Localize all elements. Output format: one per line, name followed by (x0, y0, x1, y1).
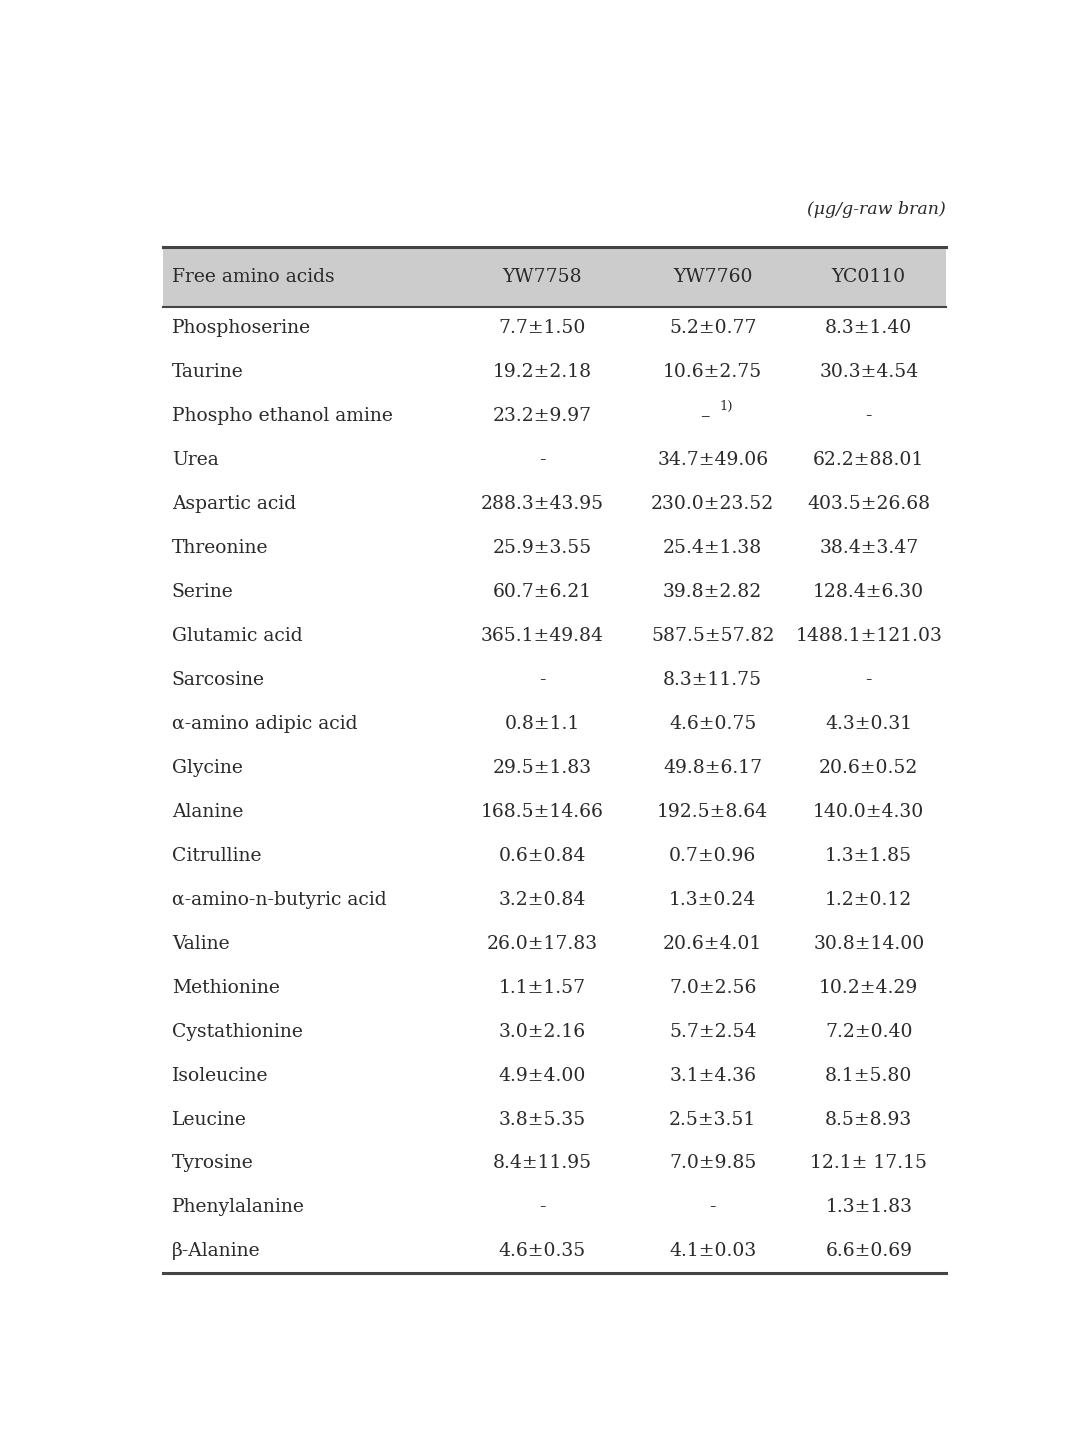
Bar (163, 247, 946, 307)
Text: 19.2±2.18: 19.2±2.18 (493, 363, 592, 382)
Text: 3.0±2.16: 3.0±2.16 (498, 1023, 585, 1040)
Text: Leucine: Leucine (172, 1110, 247, 1129)
Text: 26.0±17.83: 26.0±17.83 (487, 935, 597, 952)
Text: (μg/g-raw bran): (μg/g-raw bran) (807, 201, 946, 218)
Text: 62.2±88.01: 62.2±88.01 (813, 451, 925, 469)
Text: Threonine: Threonine (172, 540, 268, 557)
Text: –: – (699, 408, 709, 425)
Text: 365.1±49.84: 365.1±49.84 (480, 627, 604, 645)
Text: 140.0±4.30: 140.0±4.30 (813, 803, 925, 820)
Text: 8.5±8.93: 8.5±8.93 (825, 1110, 913, 1129)
Text: -: - (866, 408, 872, 425)
Text: 403.5±26.68: 403.5±26.68 (808, 495, 930, 514)
Text: 1): 1) (720, 401, 732, 414)
Text: 8.4±11.95: 8.4±11.95 (493, 1155, 592, 1172)
Text: YC0110: YC0110 (831, 268, 905, 287)
Text: 288.3±43.95: 288.3±43.95 (480, 495, 604, 514)
Text: -: - (710, 1198, 716, 1217)
Text: Tyrosine: Tyrosine (172, 1155, 253, 1172)
Text: Sarcosine: Sarcosine (172, 671, 264, 689)
Text: 6.6±0.69: 6.6±0.69 (825, 1243, 912, 1260)
Text: 3.1±4.36: 3.1±4.36 (669, 1066, 756, 1085)
Text: Aspartic acid: Aspartic acid (172, 495, 295, 514)
Text: 39.8±2.82: 39.8±2.82 (663, 583, 763, 601)
Text: Phospho ethanol amine: Phospho ethanol amine (172, 408, 393, 425)
Text: 25.9±3.55: 25.9±3.55 (493, 540, 592, 557)
Text: 30.8±14.00: 30.8±14.00 (813, 935, 925, 952)
Text: 7.2±0.40: 7.2±0.40 (825, 1023, 913, 1040)
Text: 10.6±2.75: 10.6±2.75 (663, 363, 763, 382)
Text: -: - (866, 671, 872, 689)
Text: 8.3±1.40: 8.3±1.40 (825, 320, 913, 337)
Text: 0.8±1.1: 0.8±1.1 (505, 715, 580, 734)
Text: Urea: Urea (172, 451, 218, 469)
Text: -: - (539, 451, 546, 469)
Text: 25.4±1.38: 25.4±1.38 (663, 540, 763, 557)
Text: Free amino acids: Free amino acids (172, 268, 334, 287)
Text: 7.0±9.85: 7.0±9.85 (669, 1155, 756, 1172)
Text: 230.0±23.52: 230.0±23.52 (651, 495, 774, 514)
Text: 4.6±0.35: 4.6±0.35 (498, 1243, 585, 1260)
Text: 10.2±4.29: 10.2±4.29 (819, 978, 918, 997)
Text: Cystathionine: Cystathionine (172, 1023, 303, 1040)
Text: 4.1±0.03: 4.1±0.03 (669, 1243, 756, 1260)
Text: 1.3±0.24: 1.3±0.24 (669, 891, 756, 909)
Text: 128.4±6.30: 128.4±6.30 (813, 583, 925, 601)
Text: Glycine: Glycine (172, 760, 243, 777)
Text: 4.9±4.00: 4.9±4.00 (498, 1066, 585, 1085)
Text: -: - (539, 671, 546, 689)
Text: 4.3±0.31: 4.3±0.31 (825, 715, 912, 734)
Text: 7.0±2.56: 7.0±2.56 (669, 978, 756, 997)
Text: 1.3±1.83: 1.3±1.83 (825, 1198, 912, 1217)
Text: 29.5±1.83: 29.5±1.83 (493, 760, 592, 777)
Text: -: - (539, 1198, 546, 1217)
Text: α-amino adipic acid: α-amino adipic acid (172, 715, 358, 734)
Text: 587.5±57.82: 587.5±57.82 (651, 627, 774, 645)
Text: 2.5±3.51: 2.5±3.51 (669, 1110, 756, 1129)
Text: α-amino-n-butyric acid: α-amino-n-butyric acid (172, 891, 387, 909)
Text: 38.4±3.47: 38.4±3.47 (819, 540, 918, 557)
Text: 34.7±49.06: 34.7±49.06 (657, 451, 768, 469)
Text: 30.3±4.54: 30.3±4.54 (819, 363, 918, 382)
Text: 0.6±0.84: 0.6±0.84 (498, 846, 585, 865)
Text: 60.7±6.21: 60.7±6.21 (493, 583, 592, 601)
Text: Citrulline: Citrulline (172, 846, 261, 865)
Text: 8.1±5.80: 8.1±5.80 (825, 1066, 913, 1085)
Text: YW7760: YW7760 (673, 268, 753, 287)
Text: Taurine: Taurine (172, 363, 244, 382)
Text: YW7758: YW7758 (503, 268, 582, 287)
Text: Valine: Valine (172, 935, 230, 952)
Text: 1.1±1.57: 1.1±1.57 (498, 978, 585, 997)
Text: 8.3±11.75: 8.3±11.75 (663, 671, 763, 689)
Text: Phosphoserine: Phosphoserine (172, 320, 310, 337)
Text: 1488.1±121.03: 1488.1±121.03 (796, 627, 942, 645)
Text: 7.7±1.50: 7.7±1.50 (498, 320, 585, 337)
Text: 23.2±9.97: 23.2±9.97 (493, 408, 592, 425)
Text: Methionine: Methionine (172, 978, 279, 997)
Text: 5.7±2.54: 5.7±2.54 (669, 1023, 756, 1040)
Text: 3.2±0.84: 3.2±0.84 (498, 891, 585, 909)
Text: 1.3±1.85: 1.3±1.85 (825, 846, 912, 865)
Text: 20.6±4.01: 20.6±4.01 (663, 935, 763, 952)
Text: Alanine: Alanine (172, 803, 243, 820)
Text: β-Alanine: β-Alanine (172, 1243, 260, 1260)
Text: 4.6±0.75: 4.6±0.75 (669, 715, 756, 734)
Text: 192.5±8.64: 192.5±8.64 (657, 803, 768, 820)
Text: 3.8±5.35: 3.8±5.35 (498, 1110, 585, 1129)
Text: 0.7±0.96: 0.7±0.96 (669, 846, 756, 865)
Text: 49.8±6.17: 49.8±6.17 (663, 760, 763, 777)
Text: 20.6±0.52: 20.6±0.52 (819, 760, 918, 777)
Text: 168.5±14.66: 168.5±14.66 (481, 803, 604, 820)
Text: Glutamic acid: Glutamic acid (172, 627, 302, 645)
Text: 1.2±0.12: 1.2±0.12 (825, 891, 913, 909)
Text: Phenylalanine: Phenylalanine (172, 1198, 305, 1217)
Text: 5.2±0.77: 5.2±0.77 (669, 320, 756, 337)
Text: Serine: Serine (172, 583, 233, 601)
Text: 12.1± 17.15: 12.1± 17.15 (810, 1155, 927, 1172)
Text: Isoleucine: Isoleucine (172, 1066, 268, 1085)
